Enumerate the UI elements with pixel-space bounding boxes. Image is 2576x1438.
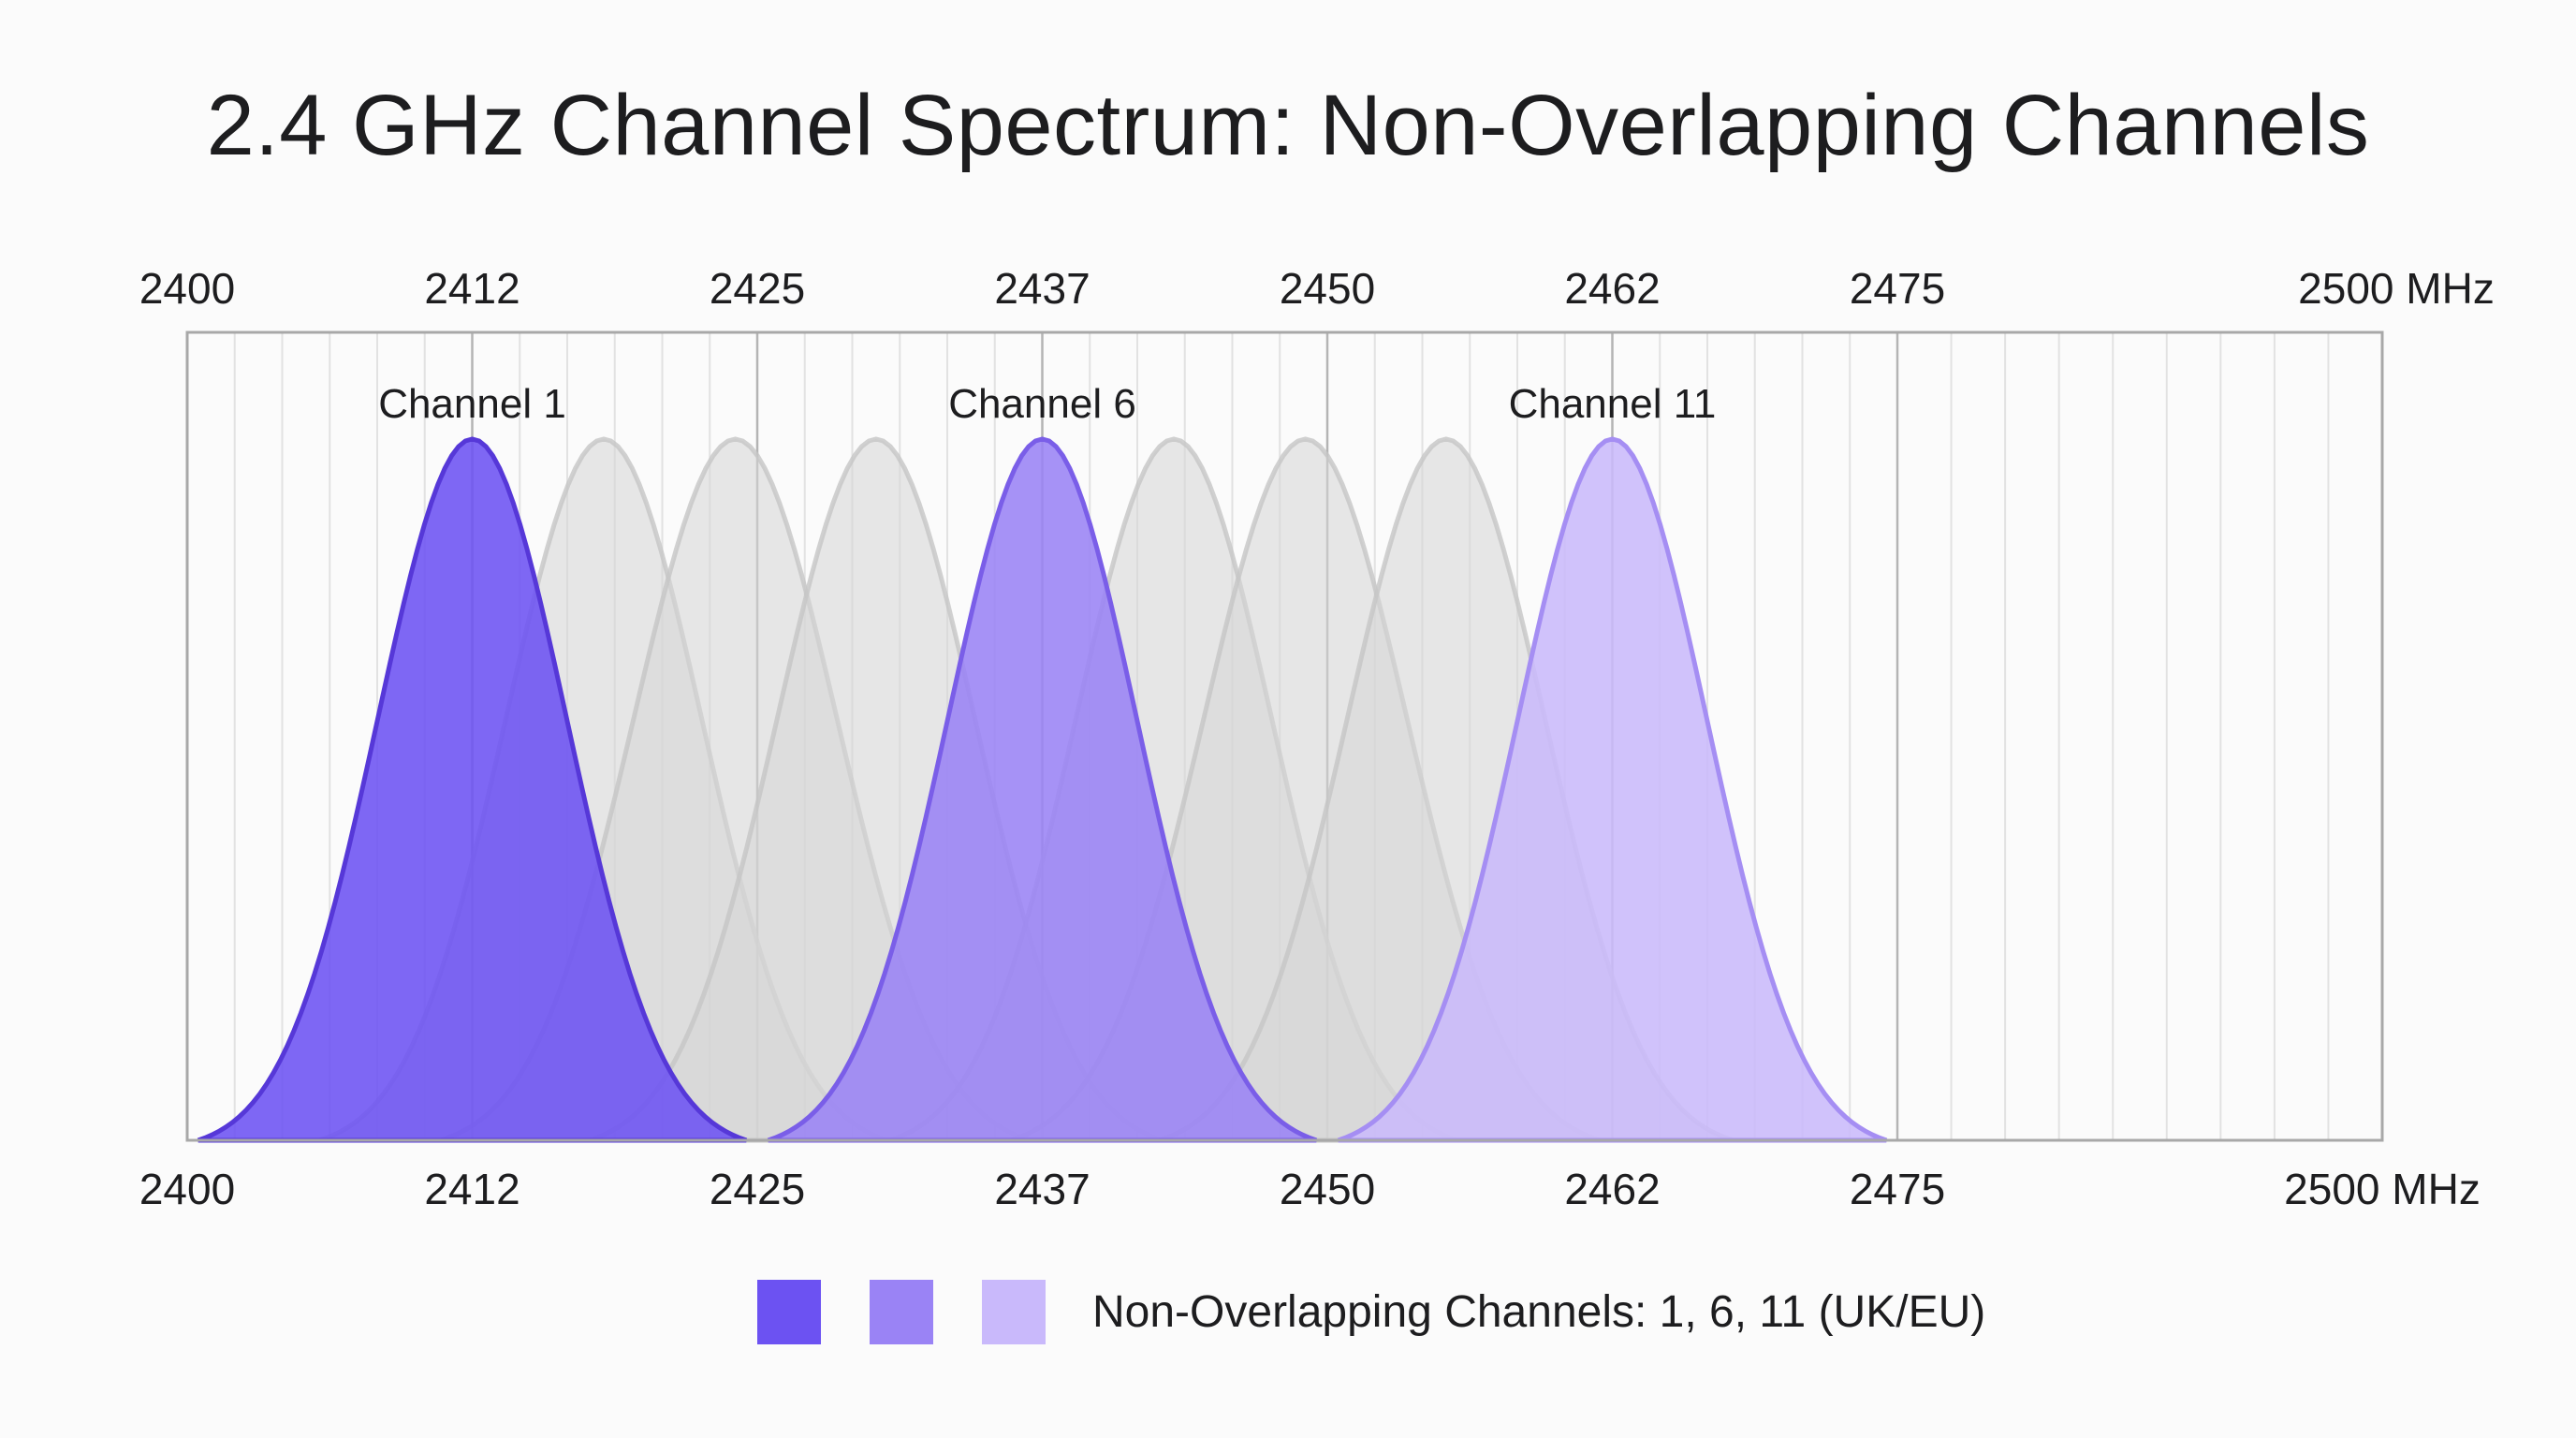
top-tick-label: 2500 MHz (2298, 264, 2495, 313)
bottom-tick-label: 2475 (1850, 1165, 1945, 1213)
bottom-tick-label: 2412 (424, 1165, 520, 1213)
channel-label: Channel 1 (378, 381, 566, 427)
top-tick-label: 2400 (139, 264, 235, 313)
tick-labels: 2400 2400 2412 2412 2425 2425 2437 2437 2450 2450… (139, 264, 2495, 1213)
channel-label: Channel 11 (1509, 381, 1717, 427)
top-tick-label: 2412 (424, 264, 520, 313)
channel-curve-channel-6 (767, 436, 1318, 1143)
highlighted-channel-curves (197, 436, 1888, 1143)
top-tick-label: 2425 (710, 264, 805, 313)
bottom-tick-label: 2462 (1564, 1165, 1660, 1213)
legend: Non-Overlapping Channels: 1, 6, 11 (UK/E… (757, 1280, 1985, 1344)
bottom-tick-label: 2400 (139, 1165, 235, 1213)
bottom-tick-label: 2425 (710, 1165, 805, 1213)
legend-swatch-channel-11 (982, 1280, 1046, 1344)
top-tick-label: 2475 (1850, 264, 1945, 313)
top-tick-label: 2450 (1280, 264, 1375, 313)
plot-frame (185, 330, 2384, 1142)
legend-swatch-channel-6 (870, 1280, 933, 1344)
bottom-tick-label: 2500 MHz (2284, 1165, 2481, 1213)
channel-labels: Channel 1 Channel 6 Channel 11 (378, 381, 1716, 427)
channel-curve-channel-1 (197, 436, 748, 1143)
channel-curve-channel-11 (1337, 436, 1888, 1143)
legend-label: Non-Overlapping Channels: 1, 6, 11 (UK/E… (1092, 1287, 1986, 1337)
bottom-tick-label: 2437 (994, 1165, 1090, 1213)
top-tick-label: 2437 (994, 264, 1090, 313)
legend-swatch-channel-1 (757, 1280, 821, 1344)
chart-title: 2.4 GHz Channel Spectrum: Non-Overlappin… (206, 78, 2370, 173)
bottom-tick-label: 2450 (1280, 1165, 1375, 1213)
channel-label: Channel 6 (948, 381, 1136, 427)
top-tick-label: 2462 (1564, 264, 1660, 313)
